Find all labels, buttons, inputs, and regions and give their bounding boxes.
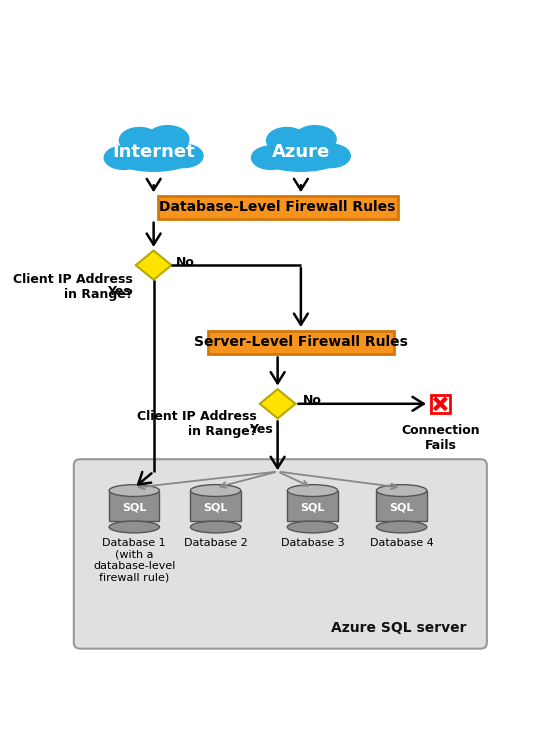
Text: Database 4: Database 4 (370, 538, 434, 548)
Ellipse shape (109, 521, 159, 533)
Text: SQL: SQL (300, 503, 325, 513)
Bar (190, 490, 241, 521)
Text: Yes: Yes (107, 285, 131, 298)
Text: Azure SQL server: Azure SQL server (331, 621, 467, 635)
Text: SQL: SQL (203, 503, 228, 513)
Text: Connection
Fails: Connection Fails (401, 424, 480, 452)
Ellipse shape (376, 484, 427, 496)
Text: Server-Level Firewall Rules: Server-Level Firewall Rules (194, 335, 408, 349)
Text: No: No (176, 255, 195, 269)
Bar (376, 490, 427, 521)
Text: Database 2: Database 2 (184, 538, 247, 548)
Text: Internet: Internet (112, 142, 195, 161)
Text: Database 1
(with a
database-level
firewall rule): Database 1 (with a database-level firewa… (93, 538, 176, 583)
Text: SQL: SQL (122, 503, 147, 513)
Ellipse shape (165, 144, 203, 167)
Text: SQL: SQL (389, 503, 414, 513)
Polygon shape (260, 389, 295, 418)
Ellipse shape (147, 126, 189, 153)
Text: Azure: Azure (272, 142, 330, 161)
Ellipse shape (190, 521, 241, 533)
Ellipse shape (111, 140, 196, 171)
FancyBboxPatch shape (431, 395, 450, 413)
Ellipse shape (109, 484, 159, 496)
Ellipse shape (266, 128, 307, 153)
FancyBboxPatch shape (74, 459, 487, 649)
Text: Database-Level Firewall Rules: Database-Level Firewall Rules (159, 200, 396, 214)
Ellipse shape (119, 128, 160, 153)
Text: Database 3: Database 3 (281, 538, 344, 548)
Ellipse shape (258, 140, 344, 171)
Text: Client IP Address
in Range?: Client IP Address in Range? (13, 273, 133, 301)
Ellipse shape (287, 521, 337, 533)
Ellipse shape (294, 126, 336, 153)
Text: Yes: Yes (249, 424, 273, 437)
Text: No: No (303, 394, 322, 407)
Ellipse shape (312, 144, 350, 167)
Ellipse shape (252, 146, 290, 170)
FancyBboxPatch shape (208, 330, 394, 354)
Bar (109, 490, 159, 521)
FancyBboxPatch shape (158, 196, 398, 219)
Text: Client IP Address
in Range?: Client IP Address in Range? (137, 410, 257, 438)
Ellipse shape (376, 521, 427, 533)
Ellipse shape (190, 484, 241, 496)
Bar (287, 490, 337, 521)
Ellipse shape (287, 484, 337, 496)
Polygon shape (136, 250, 171, 280)
Ellipse shape (104, 146, 143, 170)
